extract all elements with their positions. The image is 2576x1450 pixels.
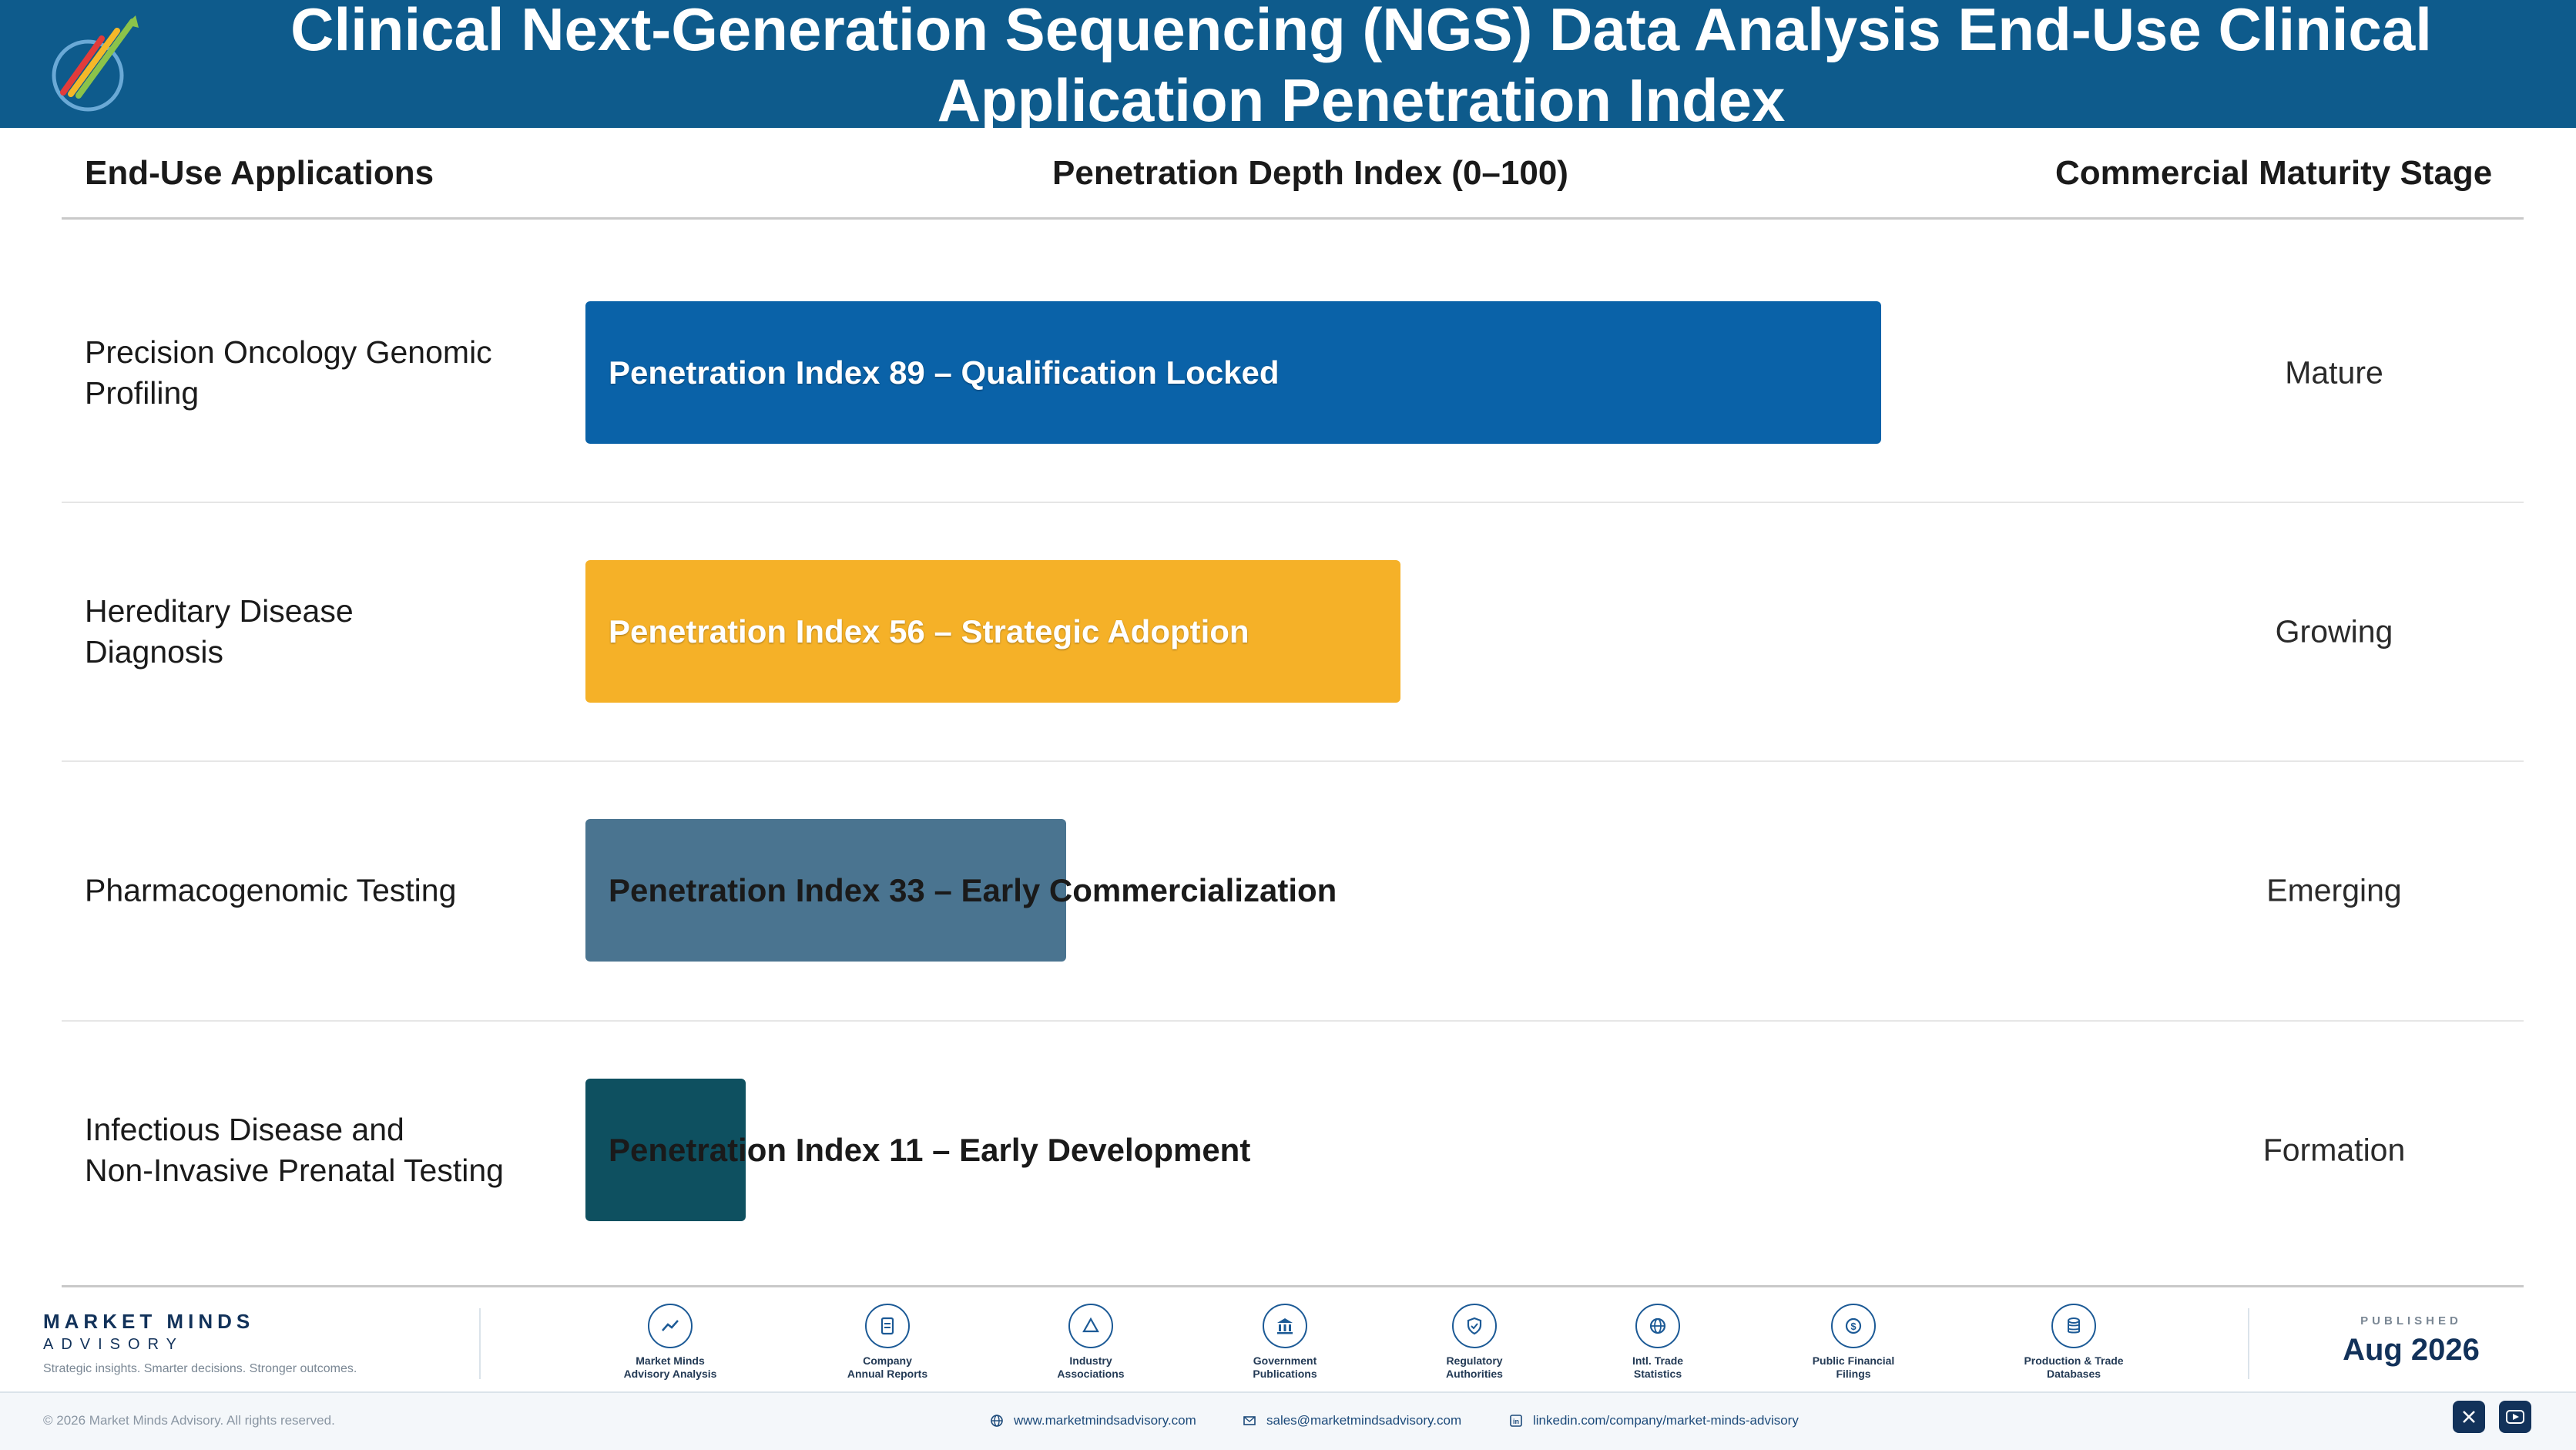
maturity-stage: Mature xyxy=(2285,354,2383,391)
source-label: Production & Trade xyxy=(2024,1354,2124,1367)
maturity-stage: Formation xyxy=(2262,1132,2406,1168)
youtube-social-button[interactable] xyxy=(2499,1401,2531,1433)
footer: MARKET MINDS ADVISORY Strategic insights… xyxy=(0,1293,2576,1450)
website-text[interactable]: www.marketmindsadvisory.com xyxy=(1014,1413,1196,1428)
chart-row: Pharmacogenomic Testing Penetration Inde… xyxy=(62,761,2524,1020)
application-label-line: Hereditary Disease xyxy=(85,593,354,629)
application-label: Hereditary Disease Diagnosis xyxy=(85,591,562,673)
database-icon xyxy=(2051,1304,2096,1348)
source-trade-statistics: Intl. Trade Statistics xyxy=(1581,1304,1735,1381)
svg-text:in: in xyxy=(1513,1418,1519,1425)
email-link[interactable]: sales@marketmindsadvisory.com xyxy=(1242,1413,1461,1428)
copyright-text: © 2026 Market Minds Advisory. All rights… xyxy=(43,1413,335,1428)
svg-text:$: $ xyxy=(1850,1321,1857,1332)
brand-subtitle: ADVISORY xyxy=(43,1336,184,1353)
header-banner: Clinical Next-Generation Sequencing (NGS… xyxy=(0,0,2576,128)
source-label: Publications xyxy=(1253,1368,1317,1380)
x-logo-icon xyxy=(2463,1411,2475,1423)
column-header-penetration: Penetration Depth Index (0–100) xyxy=(1052,154,1568,192)
title-line-1: Clinical Next-Generation Sequencing (NGS… xyxy=(290,0,2432,63)
company-logo xyxy=(52,15,139,112)
source-label: Databases xyxy=(2046,1368,2101,1380)
maturity-stage: Growing xyxy=(2275,613,2393,649)
source-label: Annual Reports xyxy=(847,1368,928,1380)
brand-tagline: Strategic insights. Smarter decisions. S… xyxy=(43,1362,357,1375)
published-label: PUBLISHED xyxy=(2360,1314,2462,1327)
play-icon xyxy=(2506,1410,2524,1424)
trend-chart-icon xyxy=(648,1304,693,1348)
application-label-line: Infectious Disease and xyxy=(85,1112,404,1147)
header-divider xyxy=(62,217,2524,220)
application-label-line: Precision Oncology Genomic xyxy=(85,334,492,370)
penetration-bar xyxy=(585,301,1881,444)
source-government: Government Publications xyxy=(1208,1304,1362,1381)
penetration-bar xyxy=(585,560,1400,703)
published-date: Aug 2026 xyxy=(2343,1333,2480,1367)
column-header-stage: Commercial Maturity Stage xyxy=(2055,154,2493,192)
website-link[interactable]: www.marketmindsadvisory.com xyxy=(989,1413,1196,1428)
linkedin-icon: in xyxy=(1510,1415,1522,1427)
source-label: Associations xyxy=(1057,1368,1125,1380)
globe-icon xyxy=(1635,1304,1680,1348)
source-label: Public Financial xyxy=(1812,1354,1895,1367)
column-header-applications: End-Use Applications xyxy=(85,154,434,192)
source-label: Government xyxy=(1253,1354,1317,1367)
x-social-button[interactable] xyxy=(2453,1401,2485,1433)
dollar-coin-icon: $ xyxy=(1831,1304,1876,1348)
chart-row: Hereditary Disease Diagnosis Penetration… xyxy=(62,502,2524,761)
document-icon xyxy=(865,1304,910,1348)
footer-sources-band: MARKET MINDS ADVISORY Strategic insights… xyxy=(0,1293,2576,1393)
bar-label: Penetration Index 33 – Early Commerciali… xyxy=(609,872,1337,908)
chart-bottom-divider xyxy=(62,1285,2524,1287)
bar-label: Penetration Index 89 – Qualification Loc… xyxy=(609,354,1280,391)
source-label: Industry xyxy=(1069,1354,1112,1367)
globe-icon xyxy=(991,1415,1003,1427)
maturity-stage: Emerging xyxy=(2266,872,2402,908)
source-market-minds: Market Minds Advisory Analysis xyxy=(593,1304,747,1381)
source-label: Authorities xyxy=(1446,1368,1503,1380)
application-label-line: Non-Invasive Prenatal Testing xyxy=(85,1153,504,1188)
linkedin-text[interactable]: linkedin.com/company/market-minds-adviso… xyxy=(1533,1413,1799,1428)
source-company-reports: Company Annual Reports xyxy=(810,1304,964,1381)
chart-row: Precision Oncology Genomic Profiling Pen… xyxy=(62,243,2524,502)
source-label: Regulatory xyxy=(1446,1354,1503,1367)
application-label: Precision Oncology Genomic Profiling xyxy=(85,332,562,414)
row-divider xyxy=(62,1020,2524,1022)
source-industry-associations: Industry Associations xyxy=(1014,1304,1168,1381)
shield-icon xyxy=(1452,1304,1497,1348)
source-label: Statistics xyxy=(1633,1368,1682,1380)
brand-name: MARKET MINDS xyxy=(43,1310,255,1333)
source-production-databases: Production & Trade Databases xyxy=(1997,1304,2151,1381)
linkedin-link[interactable]: in linkedin.com/company/market-minds-adv… xyxy=(1508,1413,1799,1428)
mail-icon xyxy=(1243,1416,1256,1425)
source-label: Market Minds xyxy=(636,1354,705,1367)
chart-row: Infectious Disease and Non-Invasive Pren… xyxy=(62,1021,2524,1280)
application-label-line: Profiling xyxy=(85,375,200,411)
footer-divider xyxy=(479,1308,481,1379)
page-title: Clinical Next-Generation Sequencing (NGS… xyxy=(177,0,2545,128)
source-regulatory: Regulatory Authorities xyxy=(1397,1304,1551,1381)
penetration-bar xyxy=(585,819,1066,962)
application-label: Pharmacogenomic Testing xyxy=(85,871,562,911)
source-label: Advisory Analysis xyxy=(623,1368,717,1380)
footer-divider xyxy=(2248,1308,2249,1379)
application-label: Infectious Disease and Non-Invasive Pren… xyxy=(85,1109,562,1191)
penetration-bar xyxy=(585,1079,746,1221)
row-divider xyxy=(62,502,2524,503)
title-line-2: Application Penetration Index xyxy=(937,66,1786,128)
source-label: Company xyxy=(863,1354,912,1367)
source-label: Intl. Trade xyxy=(1632,1354,1684,1367)
network-icon xyxy=(1068,1304,1113,1348)
application-label-line: Pharmacogenomic Testing xyxy=(85,872,457,908)
source-financial-filings: $ Public Financial Filings xyxy=(1776,1304,1930,1381)
bar-label: Penetration Index 11 – Early Development xyxy=(609,1132,1251,1168)
bar-label: Penetration Index 56 – Strategic Adoptio… xyxy=(609,613,1249,649)
row-divider xyxy=(62,760,2524,762)
government-building-icon xyxy=(1263,1304,1307,1348)
application-label-line: Diagnosis xyxy=(85,634,224,670)
source-label: Filings xyxy=(1836,1368,1871,1380)
email-text[interactable]: sales@marketmindsadvisory.com xyxy=(1266,1413,1462,1428)
